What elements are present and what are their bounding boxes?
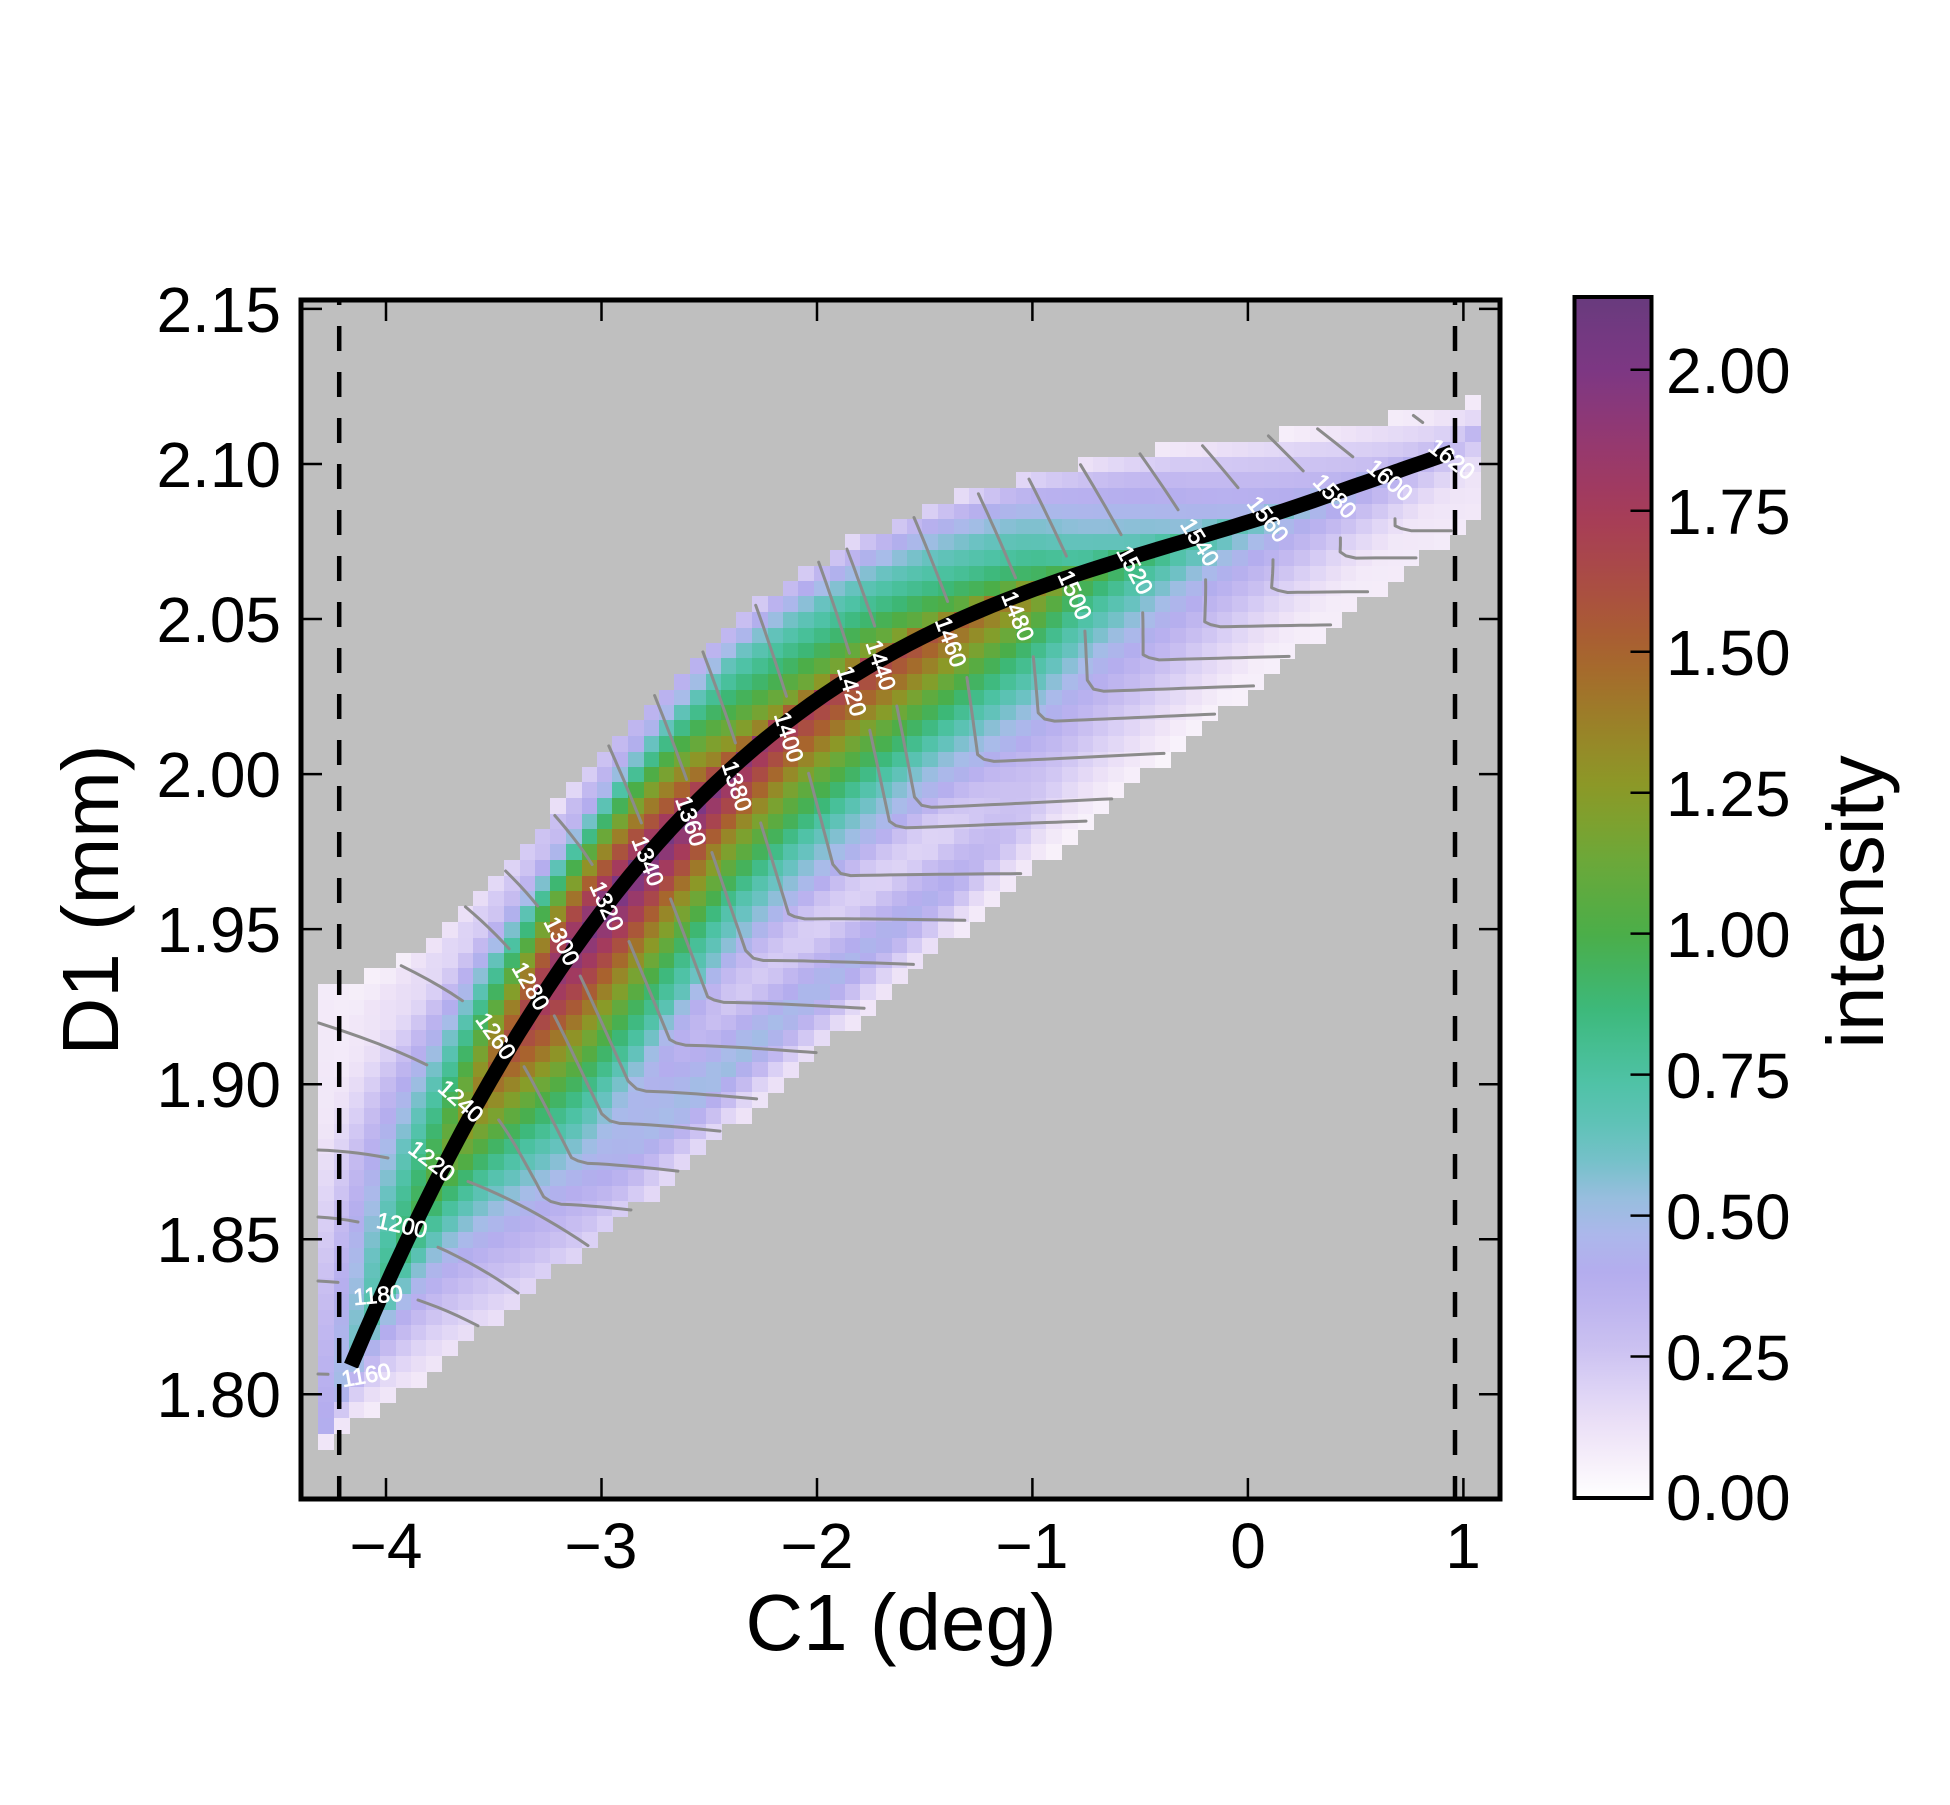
- svg-text:−3: −3: [565, 1510, 638, 1582]
- svg-text:1180: 1180: [352, 1280, 404, 1310]
- svg-text:1.50: 1.50: [1666, 617, 1791, 689]
- svg-text:1.00: 1.00: [1666, 899, 1791, 971]
- svg-text:0.00: 0.00: [1666, 1462, 1791, 1534]
- svg-text:−4: −4: [350, 1510, 423, 1582]
- svg-text:1.75: 1.75: [1666, 476, 1791, 548]
- svg-text:D1 (mm): D1 (mm): [46, 744, 135, 1055]
- svg-text:0: 0: [1230, 1510, 1266, 1582]
- svg-text:−1: −1: [996, 1510, 1069, 1582]
- svg-text:1: 1: [1445, 1510, 1481, 1582]
- svg-text:2.05: 2.05: [156, 584, 281, 656]
- svg-text:2.00: 2.00: [156, 739, 281, 811]
- svg-text:1.85: 1.85: [156, 1204, 281, 1276]
- svg-text:2.10: 2.10: [156, 429, 281, 501]
- svg-text:1.95: 1.95: [156, 894, 281, 966]
- svg-text:0.50: 0.50: [1666, 1181, 1791, 1253]
- svg-text:1.80: 1.80: [156, 1359, 281, 1431]
- svg-text:0.25: 0.25: [1666, 1322, 1791, 1394]
- svg-text:2.00: 2.00: [1666, 335, 1791, 407]
- svg-text:−2: −2: [781, 1510, 854, 1582]
- svg-text:0.75: 0.75: [1666, 1040, 1791, 1112]
- svg-text:2.15: 2.15: [156, 274, 281, 346]
- svg-text:1.90: 1.90: [156, 1049, 281, 1121]
- svg-text:C1 (deg): C1 (deg): [745, 1578, 1056, 1667]
- svg-text:intensity: intensity: [1811, 755, 1900, 1048]
- svg-text:1.25: 1.25: [1666, 758, 1791, 830]
